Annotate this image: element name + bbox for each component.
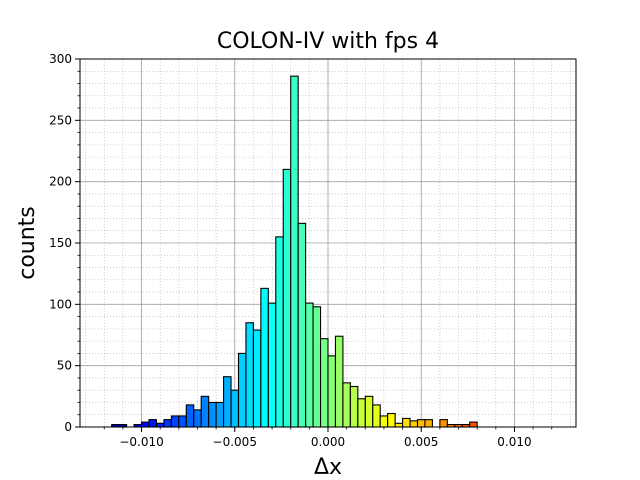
histogram-bar bbox=[260, 287, 269, 428]
histogram-bar bbox=[148, 419, 158, 428]
x-tick-label: −0.005 bbox=[213, 435, 257, 449]
histogram-bar bbox=[208, 401, 217, 428]
histogram-bar bbox=[372, 404, 381, 428]
y-tick-label: 50 bbox=[57, 359, 72, 373]
x-tick-label: 0.000 bbox=[311, 435, 345, 449]
histogram-bar bbox=[290, 75, 299, 428]
y-axis-title: counts bbox=[15, 206, 40, 280]
histogram-bar bbox=[402, 417, 411, 428]
x-tick-label: 0.010 bbox=[497, 435, 531, 449]
grid-lines bbox=[80, 58, 576, 428]
histogram-bar bbox=[364, 395, 374, 428]
histogram-bar bbox=[215, 401, 225, 428]
histogram-bar bbox=[394, 422, 404, 428]
histogram-bar bbox=[327, 355, 337, 428]
x-tick-label: 0.005 bbox=[404, 435, 438, 449]
x-axis-title: Δx bbox=[314, 455, 342, 480]
histogram-bar bbox=[282, 168, 292, 428]
histogram-bar bbox=[267, 302, 277, 428]
histogram-bar bbox=[200, 395, 210, 428]
y-tick-label: 200 bbox=[49, 175, 72, 189]
histogram-bar bbox=[424, 419, 433, 428]
axis-ticks: −0.010 −0.005 0.000 0.005 0.010 0 50 100 150 200 2… bbox=[49, 52, 553, 449]
histogram-bar bbox=[245, 322, 254, 428]
histogram-bar bbox=[469, 421, 478, 428]
chart-title: COLON-IV with fps 4 bbox=[217, 29, 439, 54]
y-tick-label: 0 bbox=[64, 420, 72, 434]
histogram-bar bbox=[342, 382, 351, 428]
histogram-bar bbox=[387, 412, 396, 428]
y-tick-label: 150 bbox=[49, 236, 72, 250]
histogram-bar bbox=[230, 389, 240, 428]
histogram-bar bbox=[223, 376, 232, 428]
y-tick-label: 100 bbox=[49, 297, 72, 311]
histogram-bar bbox=[349, 385, 359, 428]
histogram-bar bbox=[305, 302, 314, 428]
histogram-bar bbox=[379, 415, 389, 428]
histogram-bar bbox=[334, 335, 344, 428]
histogram-bar bbox=[252, 329, 262, 428]
histogram-bar bbox=[170, 415, 180, 428]
histogram-bar bbox=[155, 422, 165, 428]
histogram-bar bbox=[140, 421, 150, 428]
x-tick-label: −0.010 bbox=[119, 435, 163, 449]
histogram-bar bbox=[237, 352, 247, 428]
histogram-bar bbox=[439, 419, 448, 428]
y-tick-label: 300 bbox=[49, 52, 72, 66]
histogram-bar bbox=[193, 409, 202, 428]
histogram-bar bbox=[312, 306, 322, 428]
histogram-bar bbox=[163, 419, 172, 428]
histogram-bar bbox=[409, 420, 419, 428]
histogram-bar bbox=[297, 222, 307, 428]
histogram-bar bbox=[185, 404, 195, 428]
y-tick-label: 250 bbox=[49, 113, 72, 127]
histogram-bar bbox=[319, 338, 329, 428]
histogram-bar bbox=[275, 236, 284, 428]
histogram-bar bbox=[357, 398, 366, 428]
histogram-bar bbox=[178, 415, 187, 428]
histogram-bar bbox=[416, 419, 426, 428]
